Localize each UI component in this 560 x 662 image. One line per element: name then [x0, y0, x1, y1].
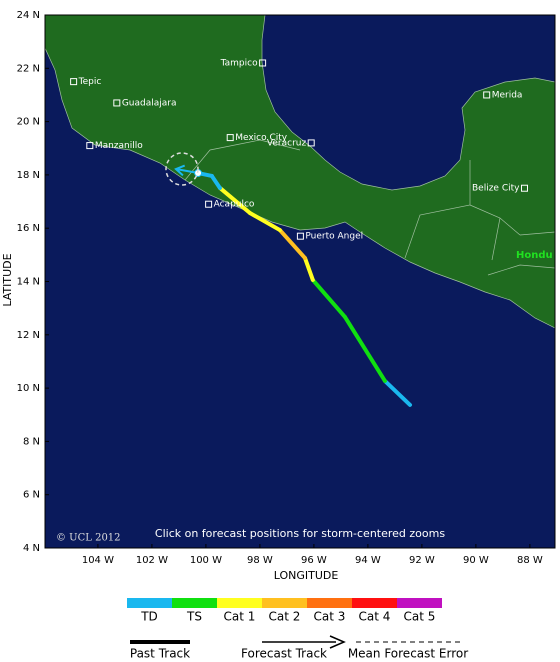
city-label: Merida — [492, 90, 523, 100]
y-tick-label: 24 N — [17, 10, 40, 21]
region-label: Hondu — [516, 250, 553, 261]
forecast-track-label: Forecast Track — [241, 647, 327, 661]
x-tick-label: 100 W — [190, 555, 222, 566]
legend-label: Cat 2 — [269, 610, 301, 624]
x-axis-label: LONGITUDE — [274, 569, 339, 582]
track-segment — [302, 256, 315, 282]
legend-swatch — [352, 598, 397, 608]
track-segment — [217, 185, 252, 216]
mean-error-label: Mean Forecast Error — [348, 647, 468, 661]
legend-label: Cat 1 — [224, 610, 256, 624]
city-label: Tepic — [78, 77, 102, 87]
city-marker — [483, 91, 491, 99]
city-label: Belize City — [472, 184, 520, 194]
city-label: Tampico — [220, 58, 258, 68]
city-marker — [259, 59, 267, 67]
x-tick-label: 104 W — [82, 555, 114, 566]
credit: © UCL 2012 — [56, 533, 121, 544]
legend-swatch — [262, 598, 307, 608]
x-tick-label: 88 W — [517, 555, 543, 566]
y-tick-label: 14 N — [17, 277, 40, 288]
x-tick-label: 94 W — [355, 555, 381, 566]
x-tick-label: 96 W — [301, 555, 327, 566]
city-marker — [113, 99, 121, 107]
track-segment — [209, 173, 222, 190]
legend-swatch — [217, 598, 262, 608]
legend-swatch — [172, 598, 217, 608]
legend-label: TD — [140, 610, 158, 624]
x-tick-label: 98 W — [247, 555, 273, 566]
city-marker — [307, 139, 315, 147]
track-segment — [247, 211, 282, 233]
track-segment — [277, 228, 307, 261]
past-track-label: Past Track — [130, 647, 190, 661]
city-marker — [226, 134, 234, 142]
y-tick-label: 4 N — [23, 543, 40, 554]
borders — [184, 139, 555, 276]
track-segment — [310, 277, 347, 319]
x-tick-label: 90 W — [463, 555, 489, 566]
track-segment — [382, 378, 413, 407]
city-marker — [205, 200, 213, 208]
city-label: Guadalajara — [122, 98, 177, 108]
city-marker — [70, 78, 78, 86]
legend-label: Cat 3 — [314, 610, 346, 624]
legend-label: TS — [186, 610, 202, 624]
y-tick-label: 10 N — [17, 383, 40, 394]
y-tick-label: 16 N — [17, 223, 40, 234]
note[interactable]: Click on forecast positions for storm-ce… — [155, 527, 445, 540]
legend-swatch — [307, 598, 352, 608]
y-tick-label: 8 N — [23, 436, 40, 447]
forecast-arrowhead — [174, 164, 186, 177]
city-marker — [520, 184, 528, 192]
mexico-central-america — [45, 15, 555, 329]
x-tick-label: 102 W — [136, 555, 168, 566]
legend-label: Cat 4 — [359, 610, 391, 624]
y-tick-label: 22 N — [17, 63, 40, 74]
city-label: Mexico City — [235, 133, 288, 143]
city-label: Acapulco — [214, 200, 255, 210]
city-marker — [296, 232, 304, 240]
y-tick-label: 18 N — [17, 170, 40, 181]
forecast-error-circle — [165, 152, 199, 186]
y-tick-label: 20 N — [17, 117, 40, 128]
legend-swatch — [397, 598, 442, 608]
land — [45, 15, 555, 329]
city-label: Puerto Angel — [305, 232, 363, 242]
legend-label: Cat 5 — [404, 610, 436, 624]
legend-swatch — [127, 598, 172, 608]
track-segment — [342, 314, 387, 383]
city-label: Manzanillo — [95, 141, 143, 151]
y-axis-label: LATITUDE — [1, 253, 14, 306]
x-tick-label: 92 W — [409, 555, 435, 566]
forecast-arrow-sample — [329, 635, 346, 649]
y-tick-label: 6 N — [23, 490, 40, 501]
city-marker — [86, 142, 94, 150]
y-tick-label: 12 N — [17, 330, 40, 341]
city-label: Veracruz — [267, 138, 307, 148]
